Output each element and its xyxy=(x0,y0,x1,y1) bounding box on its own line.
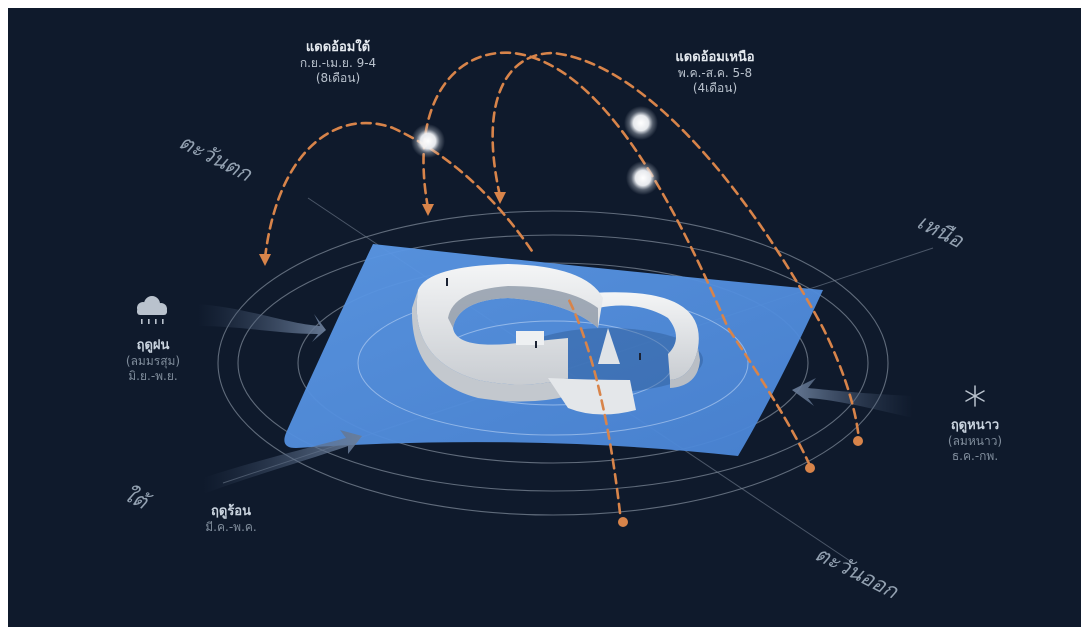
south-sun-label: แดดอ้อมใต้ ก.ย.-เม.ย. 9-4 (8เดือน) xyxy=(263,40,413,86)
winter-wind-arrow xyxy=(792,378,913,418)
rainy-season-months: มิ.ย.-พ.ย. xyxy=(128,369,178,384)
hot-wind-arrow xyxy=(203,430,362,494)
hot-season-label: ฤดูร้อน มี.ค.-พ.ค. xyxy=(186,504,276,535)
winter-season-months: ธ.ค.-กพ. xyxy=(951,449,999,464)
sun-icon xyxy=(626,161,660,195)
north-sun-months: พ.ค.-ส.ค. 5-8 xyxy=(677,66,753,81)
south-sun-months: ก.ย.-เม.ย. 9-4 xyxy=(299,56,377,71)
north-sun-label: แดดอ้อมเหนือ พ.ค.-ส.ค. 5-8 (4เดือน) xyxy=(640,50,790,96)
north-sun-title: แดดอ้อมเหนือ xyxy=(675,50,755,65)
rainy-season-title: ฤดูฝน xyxy=(136,338,170,353)
sun-path-lines xyxy=(263,51,861,515)
south-path-mid xyxy=(422,51,812,468)
winter-season-label: ฤดูหนาว (ลมหนาว) ธ.ค.-กพ. xyxy=(930,418,1020,464)
hot-season-title: ฤดูร้อน xyxy=(211,504,251,519)
rainy-season-label: ฤดูฝน (ลมมรสุม) มิ.ย.-พ.ย. xyxy=(108,338,198,384)
rain-cloud-icon xyxy=(137,296,167,324)
south-sun-title: แดดอ้อมใต้ xyxy=(305,40,371,55)
sun-icon xyxy=(411,124,445,158)
snowflake-icon xyxy=(965,385,985,407)
winter-season-title: ฤดูหนาว xyxy=(950,418,1000,433)
solar-diagram: แดดอ้อมใต้ ก.ย.-เม.ย. 9-4 (8เดือน) แดดอ้… xyxy=(8,8,1081,627)
south-path-low xyxy=(566,296,622,515)
rainy-season-wind: (ลมมรสุม) xyxy=(125,354,181,369)
diagram-canvas xyxy=(137,51,985,564)
south-sun-duration: (8เดือน) xyxy=(315,71,361,86)
sun-icons xyxy=(411,106,660,195)
building-model xyxy=(411,264,703,415)
rainy-wind-arrow xyxy=(198,304,326,342)
south-path-outer xyxy=(263,121,536,260)
winter-season-wind: (ลมหนาว) xyxy=(947,434,1003,449)
sun-path-endpoints xyxy=(618,436,863,527)
north-sun-duration: (4เดือน) xyxy=(692,81,738,96)
sun-path-arrowheads xyxy=(259,192,506,266)
north-path-inner xyxy=(491,51,861,442)
sun-icon xyxy=(624,106,658,140)
hot-season-months: มี.ค.-พ.ค. xyxy=(205,520,257,535)
